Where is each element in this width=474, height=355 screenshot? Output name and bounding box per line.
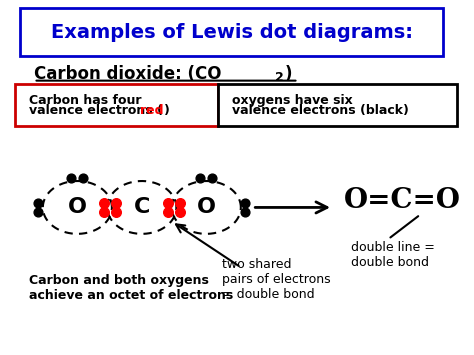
Text: O=C=O: O=C=O <box>344 187 461 214</box>
Text: two shared
pairs of electrons
= double bond: two shared pairs of electrons = double b… <box>222 258 331 301</box>
Text: O: O <box>68 197 87 218</box>
Text: double line =
double bond: double line = double bond <box>351 241 435 269</box>
Text: C: C <box>134 197 150 218</box>
Text: red: red <box>140 104 164 117</box>
Point <box>35 200 42 206</box>
Point <box>35 209 42 215</box>
Point <box>164 209 172 215</box>
Text: Carbon and both oxygens
achieve an octet of electrons: Carbon and both oxygens achieve an octet… <box>29 274 233 302</box>
Point <box>80 175 87 180</box>
Point <box>197 175 204 180</box>
Text: Carbon dioxide: (CO: Carbon dioxide: (CO <box>34 65 221 83</box>
Text: 2: 2 <box>275 71 284 84</box>
Point <box>242 200 249 206</box>
Text: oxygens have six: oxygens have six <box>232 93 352 106</box>
Point <box>112 200 119 206</box>
Text: ): ) <box>164 104 169 117</box>
Point <box>100 200 108 206</box>
Point <box>209 175 216 180</box>
Point <box>100 209 108 215</box>
Point <box>68 175 75 180</box>
Point <box>112 209 119 215</box>
Text: valence electrons (: valence electrons ( <box>29 104 163 117</box>
Text: Carbon has four: Carbon has four <box>29 93 142 106</box>
FancyBboxPatch shape <box>20 9 444 56</box>
Text: ): ) <box>284 65 292 83</box>
Point <box>176 200 184 206</box>
Point <box>164 200 172 206</box>
FancyBboxPatch shape <box>15 84 218 126</box>
Point <box>176 209 184 215</box>
FancyBboxPatch shape <box>218 84 457 126</box>
Text: O: O <box>197 197 216 218</box>
Point <box>242 209 249 215</box>
Text: valence electrons (black): valence electrons (black) <box>232 104 409 117</box>
Text: Examples of Lewis dot diagrams:: Examples of Lewis dot diagrams: <box>51 23 413 42</box>
